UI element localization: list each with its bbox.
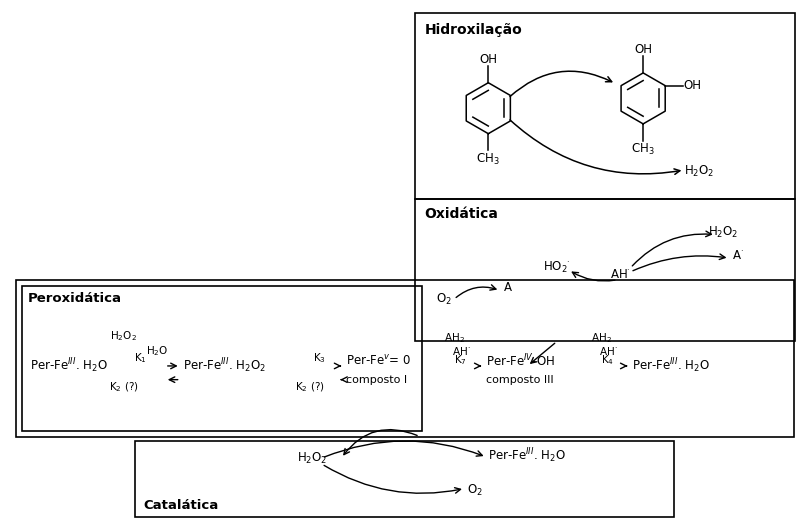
Text: Per-Fe$^{III}$. H$_2$O: Per-Fe$^{III}$. H$_2$O bbox=[633, 357, 710, 375]
Text: H$_2$O$_2$: H$_2$O$_2$ bbox=[110, 330, 137, 343]
Text: H$_2$O$_2$: H$_2$O$_2$ bbox=[684, 164, 714, 180]
Text: O$_2$: O$_2$ bbox=[467, 483, 483, 498]
Text: AH$^·$: AH$^·$ bbox=[610, 268, 631, 281]
Text: K$_4$: K$_4$ bbox=[601, 353, 615, 367]
Text: AH$_2$: AH$_2$ bbox=[444, 332, 464, 346]
Text: Per-Fe$^{III}$. H$_2$O: Per-Fe$^{III}$. H$_2$O bbox=[30, 357, 108, 375]
Text: H$_2$O$_2$: H$_2$O$_2$ bbox=[708, 225, 739, 240]
Text: Hidroxilação: Hidroxilação bbox=[424, 23, 522, 37]
Text: K$_7$: K$_7$ bbox=[454, 353, 467, 367]
Bar bbox=[415, 199, 795, 341]
Text: Peroxidática: Peroxidática bbox=[28, 293, 122, 305]
Text: CH$_3$: CH$_3$ bbox=[631, 142, 655, 157]
Bar bbox=[22, 286, 422, 430]
Text: Per-Fe$^{III}$. H$_2$O: Per-Fe$^{III}$. H$_2$O bbox=[488, 447, 566, 465]
Text: Catalática: Catalática bbox=[143, 499, 219, 511]
Text: A$^·$: A$^·$ bbox=[732, 249, 744, 262]
Text: K$_3$: K$_3$ bbox=[313, 351, 326, 365]
Text: K$_1$: K$_1$ bbox=[134, 351, 147, 365]
Text: AH$_2$: AH$_2$ bbox=[590, 332, 612, 346]
Bar bbox=[16, 280, 794, 437]
Text: OH: OH bbox=[684, 79, 701, 92]
Text: HO$_2$$^·$: HO$_2$$^·$ bbox=[544, 260, 571, 276]
Text: composto III: composto III bbox=[486, 375, 554, 385]
Text: composto I: composto I bbox=[346, 375, 407, 385]
Text: OH: OH bbox=[480, 52, 497, 66]
Text: A: A bbox=[504, 281, 512, 294]
Text: OH: OH bbox=[634, 43, 652, 56]
Text: Per-Fe$^{III}$. H$_2$O$_2$: Per-Fe$^{III}$. H$_2$O$_2$ bbox=[182, 357, 266, 375]
Text: Per-Fe$^{IV}$-OH: Per-Fe$^{IV}$-OH bbox=[486, 353, 556, 369]
Bar bbox=[135, 441, 675, 517]
Text: H$_2$O$_2$: H$_2$O$_2$ bbox=[297, 450, 327, 466]
Text: K$_2$ (?): K$_2$ (?) bbox=[109, 381, 139, 394]
Text: K$_2$ (?): K$_2$ (?) bbox=[295, 381, 325, 394]
Text: O$_2$: O$_2$ bbox=[437, 292, 452, 307]
Text: Per-Fe$^v$= 0: Per-Fe$^v$= 0 bbox=[346, 354, 411, 368]
Text: AH$^·$: AH$^·$ bbox=[452, 345, 470, 357]
Text: CH$_3$: CH$_3$ bbox=[476, 152, 500, 167]
Text: Oxidática: Oxidática bbox=[424, 207, 498, 221]
Text: AH$^·$: AH$^·$ bbox=[599, 345, 617, 357]
Bar bbox=[415, 13, 795, 199]
Text: H$_2$O: H$_2$O bbox=[146, 344, 168, 358]
